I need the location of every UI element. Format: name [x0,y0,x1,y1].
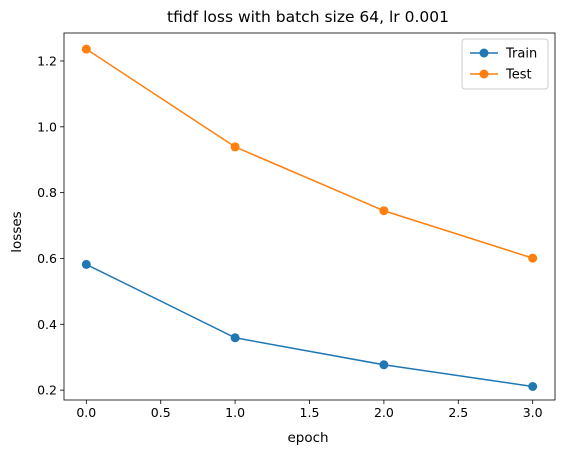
legend-marker-test [479,69,489,79]
x-tick-label: 0.0 [76,405,96,420]
y-axis-label: losses [9,211,25,252]
data-point-train [379,360,389,370]
series-line-train [85,263,533,388]
data-point-train [81,259,91,269]
x-tick-label: 1.0 [225,405,245,420]
chart-title: tfidf loss with batch size 64, lr 0.001 [167,8,449,26]
data-point-train [230,333,240,343]
data-point-test [230,142,240,152]
plot-area: 0.0 0.5 1.0 1.5 2.0 2.5 3.0 0.2 0.4 0.6 0.8 1.0 1.2 T… [37,32,556,420]
y-tick-label: 0.8 [37,185,57,200]
data-point-test [379,206,389,216]
data-point-train [528,382,538,392]
x-tick-label: 3.0 [523,405,543,420]
y-tick-label: 1.2 [37,53,57,68]
y-tick-label: 0.2 [37,383,57,398]
y-tick-label: 0.6 [37,251,57,266]
x-axis-label: epoch [287,430,328,446]
legend-marker-train [479,48,489,58]
x-tick-label: 2.0 [374,405,394,420]
data-point-test [528,253,538,263]
x-tick-label: 0.5 [151,405,171,420]
data-point-test [81,44,91,54]
y-tick-label: 1.0 [37,119,57,134]
legend-label-test: Test [505,68,532,83]
y-tick-label: 0.4 [37,317,57,332]
legend-label-train: Train [505,47,537,62]
series-line-test [85,48,533,259]
x-tick-label: 2.5 [448,405,468,420]
x-tick-label: 1.5 [300,405,320,420]
